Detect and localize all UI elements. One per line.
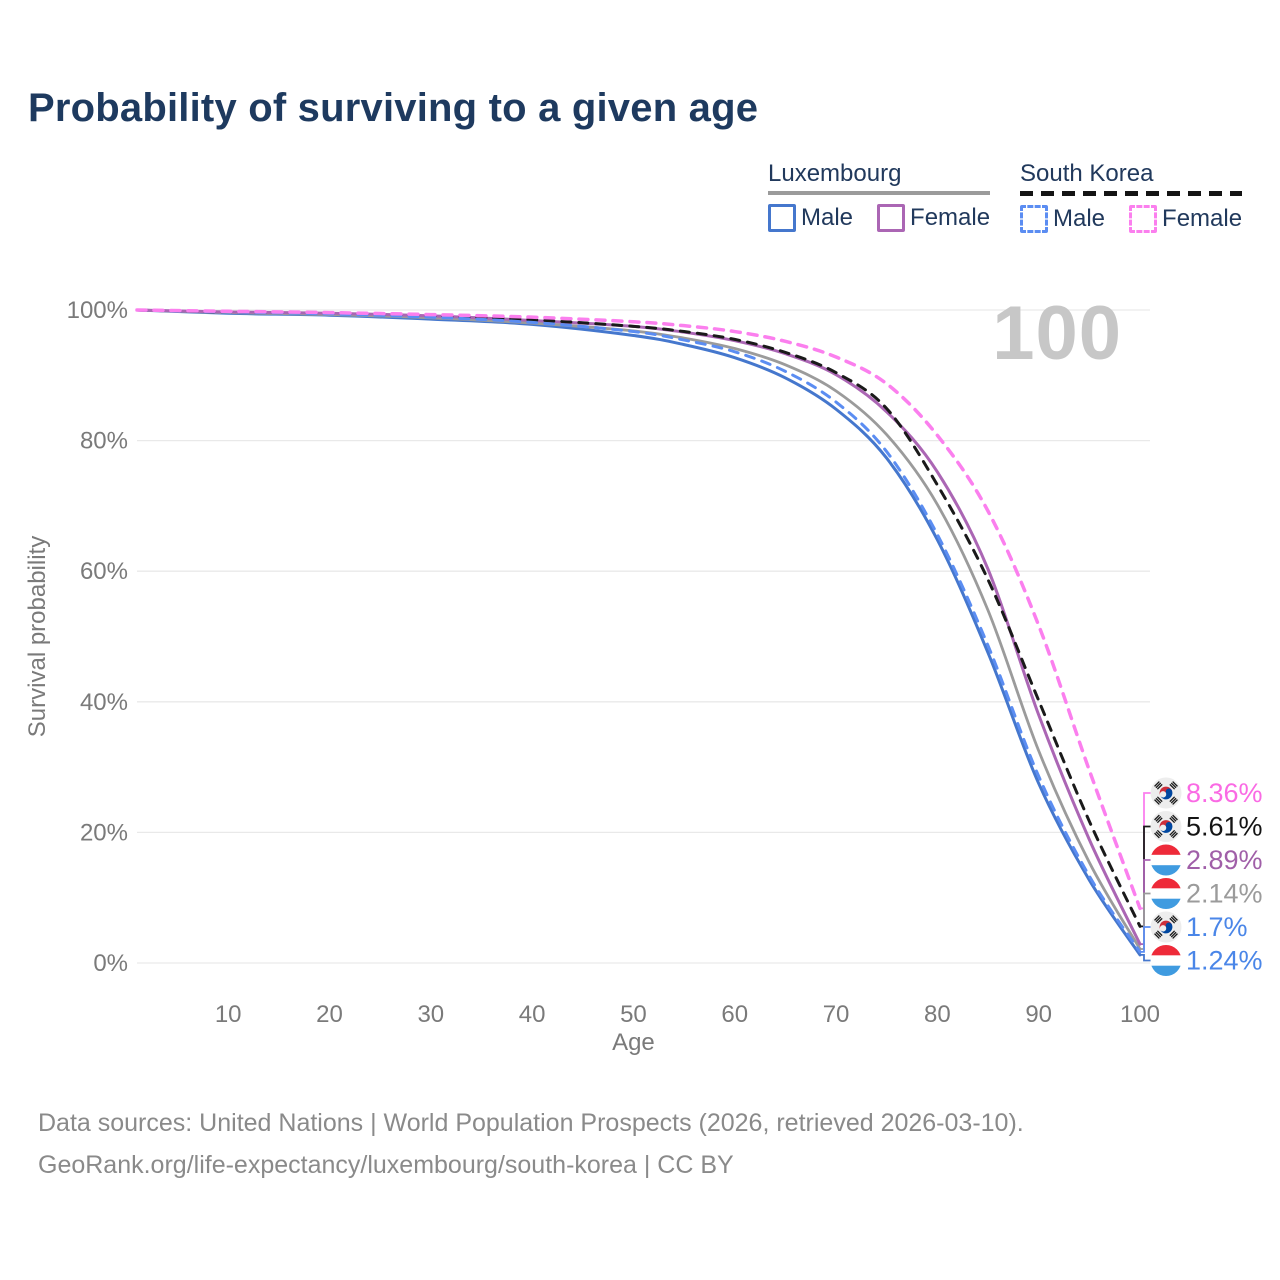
legend-country-luxembourg[interactable]: Luxembourg xyxy=(768,160,902,187)
legend-label-male: Male xyxy=(1053,205,1106,232)
legend-item-luxembourg-female[interactable]: Female xyxy=(877,204,990,232)
label-connector xyxy=(1140,954,1151,962)
x-tick-label: 20 xyxy=(316,1001,343,1028)
end-value-label-kr-male: 1.7% xyxy=(1186,912,1248,942)
x-tick-label: 60 xyxy=(721,1001,748,1028)
page-title: Probability of surviving to a given age xyxy=(28,86,759,130)
y-tick-label: 60% xyxy=(80,558,128,585)
series-line-luxembourg-total[interactable] xyxy=(135,308,1142,951)
end-value-label-kr-female: 8.36% xyxy=(1186,778,1263,808)
footer: Data sources: United Nations | World Pop… xyxy=(38,1102,1024,1186)
series-line-south-korea-total[interactable] xyxy=(135,308,1142,928)
x-tick-label: 100 xyxy=(1120,1001,1160,1028)
x-tick-label: 50 xyxy=(620,1001,647,1028)
x-tick-label: 70 xyxy=(823,1001,850,1028)
legend-country-south-korea[interactable]: South Korea xyxy=(1020,160,1154,187)
label-connector xyxy=(1140,859,1151,946)
end-value-label-kr-both: 5.61% xyxy=(1186,812,1263,842)
flag-icon-lu xyxy=(1150,878,1182,909)
legend-label-female: Female xyxy=(910,204,991,231)
legend-label-male: Male xyxy=(801,204,854,231)
legend-group-south-korea: South Korea Male Female xyxy=(1020,160,1243,233)
series-line-south-korea-female[interactable] xyxy=(135,308,1142,911)
end-value-label-lu-female: 2.89% xyxy=(1186,845,1263,875)
legend-group-luxembourg: Luxembourg Male Female xyxy=(768,160,991,232)
x-tick-label: 90 xyxy=(1025,1001,1052,1028)
y-tick-label: 80% xyxy=(80,428,128,455)
luxembourg-solid-line-swatch xyxy=(768,191,991,195)
x-tick-label: 40 xyxy=(519,1001,546,1028)
flag-icon-kr xyxy=(1150,811,1182,842)
y-tick-label: 100% xyxy=(67,297,128,324)
legend-item-south-korea-male[interactable]: Male xyxy=(1020,205,1105,233)
label-connector xyxy=(1140,825,1151,928)
footer-data-sources: Data sources: United Nations | World Pop… xyxy=(38,1109,1024,1137)
end-value-label-lu-both: 2.14% xyxy=(1186,879,1263,909)
south-korea-female-swatch xyxy=(1129,205,1158,233)
x-axis-title: Age xyxy=(612,1029,655,1056)
watermark-age-100: 100 xyxy=(992,291,1122,376)
y-tick-label: 20% xyxy=(80,819,128,846)
flag-icon-lu xyxy=(1150,844,1182,876)
x-tick-label: 10 xyxy=(215,1001,242,1028)
south-korea-dashed-line-swatch xyxy=(1020,191,1243,196)
x-tick-label: 30 xyxy=(417,1001,444,1028)
legend-label-female: Female xyxy=(1162,205,1243,232)
series-line-south-korea-male[interactable] xyxy=(135,308,1142,954)
label-connector xyxy=(1140,792,1151,910)
label-connector xyxy=(1140,926,1151,953)
x-tick-label: 80 xyxy=(924,1001,951,1028)
y-axis-title: Survival probability xyxy=(24,536,51,737)
series-line-luxembourg-male[interactable] xyxy=(135,308,1142,957)
flag-icon-kr xyxy=(1150,911,1182,943)
label-connector xyxy=(1140,892,1151,950)
legend-item-south-korea-female[interactable]: Female xyxy=(1129,205,1242,233)
legend: Luxembourg Male Female South Korea Male xyxy=(0,160,1280,240)
y-tick-label: 0% xyxy=(93,950,128,977)
legend-item-luxembourg-male[interactable]: Male xyxy=(768,204,853,232)
south-korea-male-swatch xyxy=(1020,205,1048,233)
luxembourg-male-swatch xyxy=(768,204,796,232)
end-value-label-lu-male: 1.24% xyxy=(1186,946,1263,976)
flag-icon-lu xyxy=(1150,945,1182,976)
flag-icon-kr xyxy=(1150,777,1182,809)
footer-attribution: GeoRank.org/life-expectancy/luxembourg/s… xyxy=(38,1151,734,1179)
series-line-luxembourg-female[interactable] xyxy=(135,308,1142,946)
y-tick-label: 40% xyxy=(80,689,128,716)
luxembourg-female-swatch xyxy=(877,204,906,232)
